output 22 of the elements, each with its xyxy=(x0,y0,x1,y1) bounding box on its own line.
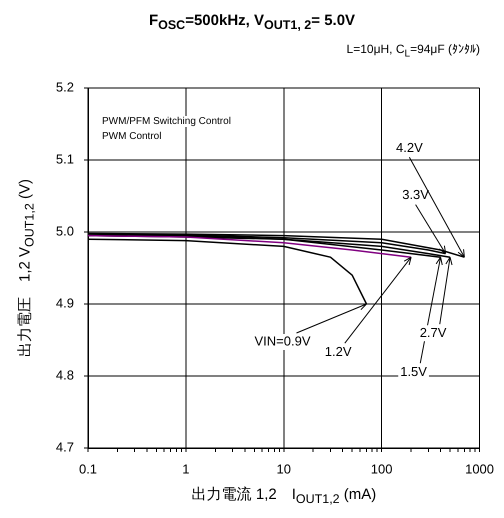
y-tick-label: 5.0 xyxy=(56,224,74,239)
y-tick-label: 4.8 xyxy=(56,368,74,383)
annotation: PWM Control xyxy=(102,131,162,142)
x-tick-label: 1 xyxy=(182,461,190,476)
annotation: PWM/PFM Switching Control xyxy=(102,116,231,127)
x-axis-title: 出力電流 1,2 I$_{OUT1,2}$ (mA) xyxy=(190,485,378,506)
x-tick-label: 100 xyxy=(370,461,393,476)
annotation: 1.2V xyxy=(324,344,352,359)
x-tick-label: 10 xyxy=(276,461,292,476)
annotation: 3.3V xyxy=(402,187,430,202)
annotation: 4.2V xyxy=(396,140,424,155)
y-tick-label: 4.9 xyxy=(56,296,74,311)
chart-title: F$_{OSC}$=500kHz, V$_{OUT1, 2}$= 5.0V xyxy=(148,12,356,32)
y-tick-label: 4.7 xyxy=(56,440,74,455)
y-tick-label: 5.2 xyxy=(56,80,74,95)
y-tick-label: 5.1 xyxy=(56,152,74,167)
annotation: 2.7V xyxy=(420,324,447,340)
x-tick-label: 0.1 xyxy=(78,461,98,476)
x-tick-label: 1000 xyxy=(465,461,494,476)
annotation: 1.5V xyxy=(400,364,428,379)
annotation: VIN=0.9V xyxy=(254,334,311,349)
chart-subtitle: L=10μH, C$_{L}$=94μF (ﾀﾝﾀﾙ) xyxy=(346,42,480,60)
